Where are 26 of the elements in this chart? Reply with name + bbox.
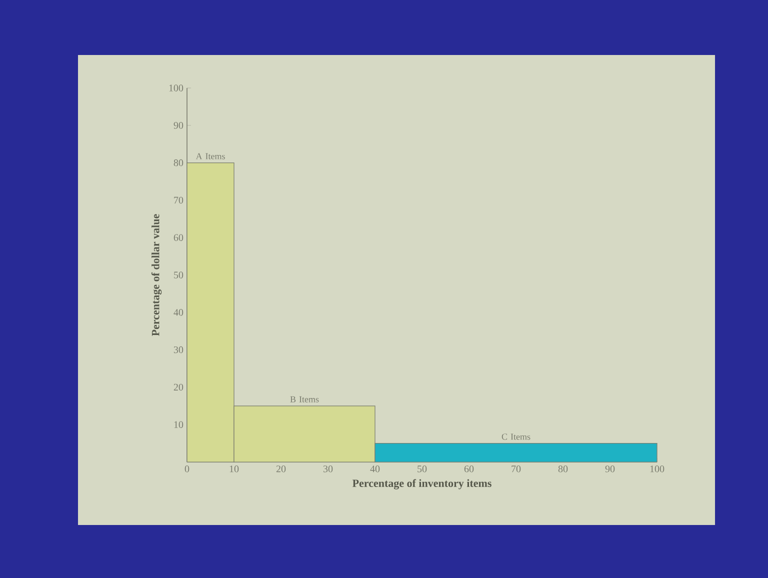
- x-tick-label: 50: [418, 466, 427, 472]
- y-tick-label: 70: [174, 196, 184, 204]
- y-tick-label: 20: [174, 384, 184, 391]
- x-tick-label: 0: [184, 466, 190, 472]
- annotation: C Items: [502, 434, 530, 440]
- x-tick-label: 10: [230, 466, 239, 472]
- x-tick-label: 20: [276, 466, 286, 472]
- annotation: B Items: [290, 396, 319, 402]
- x-tick-label: 100: [650, 466, 664, 472]
- y-tick-label: 80: [174, 159, 184, 166]
- x-tick-label: 30: [323, 466, 333, 472]
- y-tick-label: 60: [174, 234, 184, 241]
- y-tick-label: 90: [174, 122, 184, 129]
- x-tick-label: 60: [464, 466, 474, 472]
- annotation: A Items: [196, 153, 225, 160]
- y-tick-label: 30: [174, 346, 184, 354]
- x-tick-label: 70: [512, 466, 521, 472]
- x-axis-title: Percentage of inventory items: [352, 479, 492, 490]
- y-axis-title: Percentage of dollar value: [151, 214, 162, 336]
- y-tick-label: 40: [174, 309, 184, 316]
- x-tick-label: 90: [605, 466, 615, 472]
- y-tick-label: 100: [169, 84, 184, 92]
- y-tick-label: 50: [174, 272, 184, 278]
- y-tick-label: 10: [174, 421, 184, 428]
- x-tick-label: 40: [370, 466, 380, 472]
- x-tick-label: 80: [558, 466, 568, 472]
